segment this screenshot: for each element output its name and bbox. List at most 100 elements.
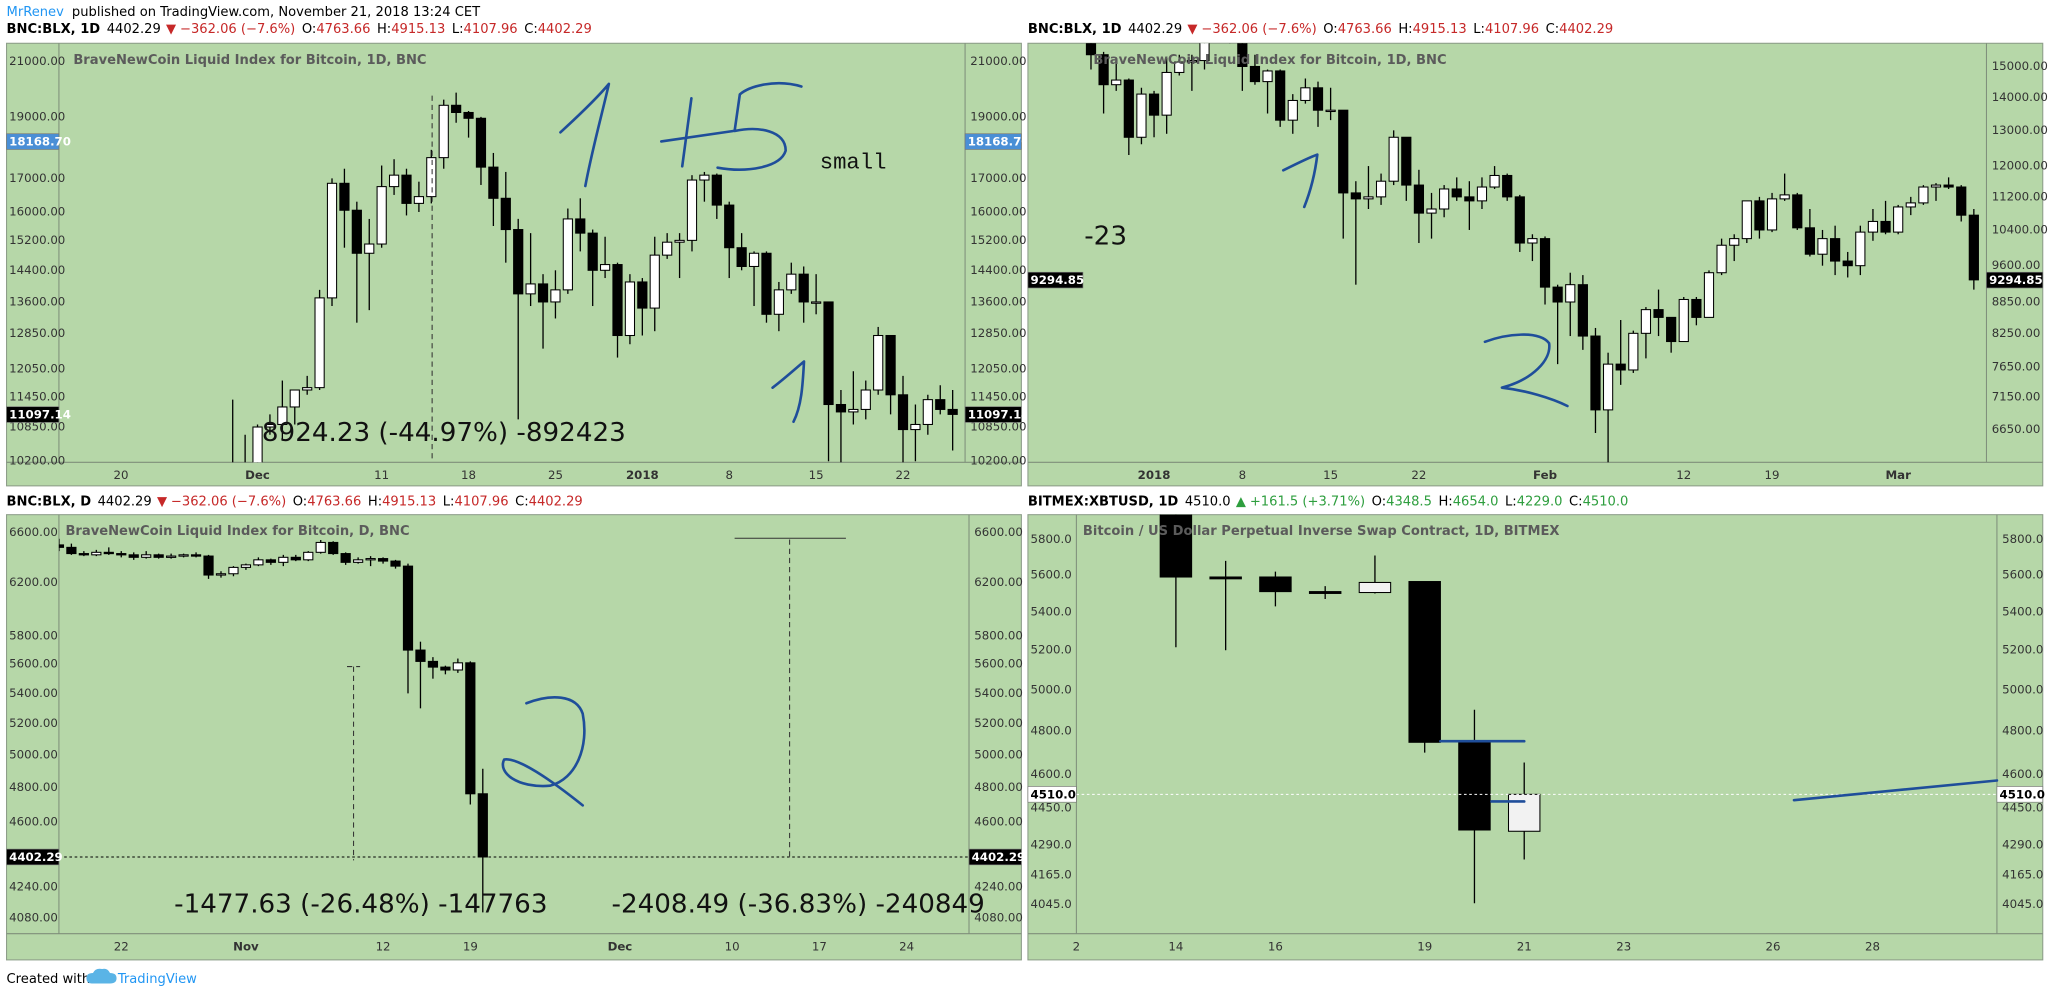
candle-body: [1817, 238, 1828, 255]
candle-body: [377, 558, 389, 562]
annotation: -1477.63 (-26.48%) -147763: [174, 889, 547, 919]
y-tick-label: 15200.00: [9, 233, 65, 247]
ohlc-label: H:: [377, 21, 391, 36]
candle-body: [264, 423, 276, 428]
hand-drawings: [501, 81, 1999, 807]
last-price: 4510.0: [1185, 494, 1231, 509]
candle-body: [649, 254, 660, 309]
brand-link[interactable]: TradingView: [117, 972, 197, 987]
ohlc-label: C:: [524, 21, 538, 36]
y-tick-label: 5400.0: [1031, 605, 1072, 619]
candle-body: [736, 247, 747, 267]
candle-body: [488, 166, 499, 199]
candle-body: [128, 554, 139, 558]
x-tick-label: 16: [1268, 939, 1283, 953]
candle-body: [215, 573, 227, 576]
candle-body: [1249, 65, 1261, 83]
y-tick-label: 6200.00: [9, 575, 58, 589]
candle-body: [1199, 43, 1210, 62]
candle-body: [761, 252, 772, 315]
candle-body: [599, 264, 611, 271]
candle-body: [1956, 186, 1967, 216]
candle-body: [1514, 196, 1525, 244]
candle-body: [277, 406, 288, 425]
candle-body: [1792, 194, 1803, 229]
candle-body: [438, 104, 449, 159]
x-tick-label: Dec: [245, 468, 270, 482]
pane-background: [6, 514, 1022, 961]
candle-body: [1350, 192, 1361, 200]
y-tick-label: 7650.00: [1992, 360, 2041, 374]
plot-area: [58, 538, 488, 913]
chart-header: BNC:BLX, 1D 4402.29 ▼ −362.06 (−7.6%) O:4763…: [7, 21, 592, 36]
y-tick-label: 12850.00: [970, 326, 1026, 340]
price-label: 4510.0: [2000, 788, 2045, 802]
ohlc-label: L:: [452, 21, 464, 36]
y-tick-label: 4800.0: [1031, 724, 1072, 738]
candle-body: [1458, 741, 1491, 831]
candle-body: [500, 197, 511, 231]
candle-body: [1918, 186, 1929, 204]
candle-body: [1209, 576, 1242, 580]
y-tick-label: 4240.00: [974, 880, 1023, 894]
ohlc-label: O:: [1323, 21, 1337, 36]
ohlc-value: 4763.66: [307, 494, 361, 509]
candle-body: [686, 179, 698, 241]
candle-body: [376, 186, 387, 245]
x-tick-label: 24: [899, 939, 914, 953]
candle-body: [1628, 332, 1639, 371]
y-tick-label: 6650.00: [1992, 422, 2041, 436]
candle-body: [413, 196, 425, 204]
candle-body: [562, 218, 573, 291]
candle-body: [1602, 363, 1614, 411]
candle-body: [1161, 71, 1172, 116]
candle-body: [1287, 99, 1298, 121]
candle-body: [278, 556, 289, 563]
candle-body: [1640, 309, 1652, 334]
candle-body: [537, 283, 549, 303]
y-tick-label: 10850.00: [9, 420, 65, 434]
price-label: 9294.85: [1989, 273, 2043, 287]
candle-body: [1262, 70, 1273, 83]
candle-body: [289, 389, 300, 408]
annotation: -23: [1084, 222, 1127, 252]
candle-body: [415, 649, 426, 662]
ohlc-label: O:: [302, 21, 316, 36]
candle-body: [1439, 188, 1450, 210]
drawing: [771, 360, 806, 424]
candle-body: [1691, 298, 1702, 318]
price-label-box: [964, 133, 1022, 150]
change: −362.06 (−7.6%): [1201, 21, 1316, 36]
candle-body: [848, 408, 859, 413]
y-tick-label: 5600.00: [974, 657, 1023, 671]
x-tick-label: 19: [1765, 468, 1780, 482]
candle-body: [1678, 298, 1689, 343]
candle-body: [1111, 79, 1122, 86]
candle-body: [1375, 180, 1387, 198]
y-tick-label: 4450.0: [2002, 800, 2043, 814]
y-tick-label: 8850.00: [1992, 294, 2041, 308]
candle-body: [228, 566, 239, 575]
author-link[interactable]: MrRenev: [7, 4, 65, 19]
candle-body: [340, 553, 351, 563]
x-tick-label: 2018: [1138, 468, 1171, 482]
x-tick-label: Nov: [233, 939, 259, 953]
candle-body: [1148, 93, 1160, 116]
annotation: 8924.23 (-44.97%) -892423: [262, 418, 626, 448]
y-tick-label: 11450.00: [9, 390, 65, 404]
last-price: 4402.29: [98, 494, 152, 509]
y-tick-label: 12000.00: [1992, 159, 2048, 173]
candle-body: [1552, 286, 1563, 303]
candle-body: [463, 111, 474, 119]
publish-text: published on TradingView.com, November 2…: [72, 4, 481, 19]
candle-body: [612, 264, 623, 337]
direction-arrow: ▼: [157, 494, 168, 509]
ohlc-value: 4107.96: [454, 494, 508, 509]
candle-body: [1413, 184, 1425, 214]
candle-body: [1539, 238, 1551, 288]
price-label-box: [6, 133, 60, 150]
candle-body: [662, 241, 673, 256]
measure-tools: [347, 95, 846, 861]
price-label: 18168.70: [968, 135, 1030, 149]
